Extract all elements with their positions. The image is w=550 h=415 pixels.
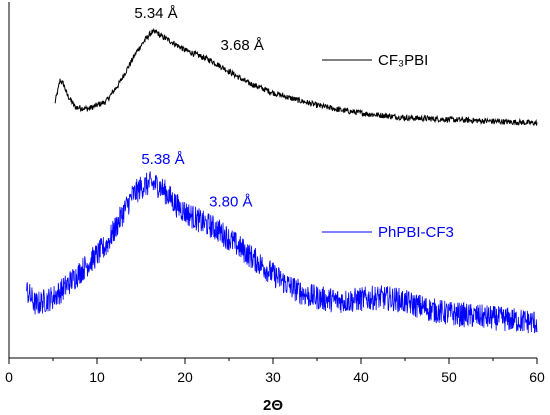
series-line-1 [54, 27, 538, 126]
x-tick-label-2: 20 [177, 369, 193, 385]
plot-area [26, 27, 538, 334]
x-tick-label-5: 50 [441, 369, 457, 385]
legend: CF₃PBI PhPBI-CF3 [322, 52, 454, 241]
x-tick-label-4: 40 [353, 369, 369, 385]
x-tick-label-6: 60 [529, 369, 545, 385]
peak-annotation-2: 3.68 Å [221, 37, 264, 54]
peak-annotation-3: 5.38 Å [141, 151, 184, 168]
peak-annotation-4: 3.80 Å [209, 194, 252, 211]
legend-label-2: PhPBI-CF3 [378, 224, 454, 241]
peak-annotations: 5.34 Å 3.68 Å 5.38 Å 3.80 Å [134, 5, 264, 211]
x-axis-title: 2Θ [263, 397, 283, 414]
legend-label-1: CF₃PBI [378, 52, 428, 69]
x-tick-label-1: 10 [89, 369, 105, 385]
x-tick-label-0: 0 [5, 369, 13, 385]
series-line-2 [26, 171, 538, 334]
peak-annotation-1: 5.34 Å [134, 5, 177, 22]
axes: 0 10 20 30 40 50 60 [5, 2, 545, 385]
x-tick-label-3: 30 [265, 369, 281, 385]
